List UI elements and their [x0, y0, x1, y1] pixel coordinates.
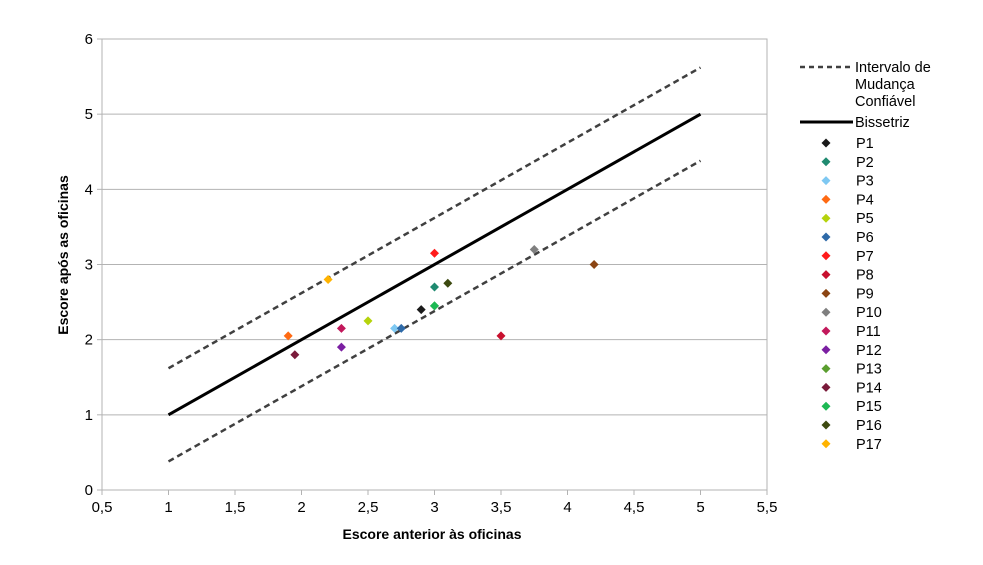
- x-tick-label: 2,5: [358, 499, 379, 516]
- confidence-interval-line: [167, 66, 702, 370]
- legend-label: Bissetriz: [855, 115, 910, 131]
- legend-marker-p14: [821, 382, 831, 392]
- data-point-p1: [416, 305, 426, 315]
- legend-label-p17: P17: [856, 437, 882, 453]
- legend-marker-p11: [821, 326, 831, 336]
- data-point-p17: [323, 275, 333, 285]
- legend-label-p16: P16: [856, 418, 882, 434]
- y-tick-label: 0: [85, 482, 93, 499]
- legend-label-p4: P4: [856, 192, 874, 208]
- data-point-p8: [496, 331, 506, 341]
- legend-marker-p7: [821, 251, 831, 261]
- legend-label: Confiável: [855, 94, 915, 110]
- data-point-p15: [430, 301, 439, 311]
- legend-label-p1: P1: [856, 136, 874, 152]
- legend-label-p7: P7: [856, 249, 874, 265]
- x-tick-label: 3: [430, 499, 438, 516]
- y-tick-label: 5: [85, 106, 93, 123]
- plot-frame: [101, 38, 768, 491]
- y-tick-label: 6: [85, 31, 93, 48]
- legend-label-p11: P11: [856, 324, 881, 340]
- data-point-p5: [363, 316, 373, 326]
- x-tick-label: 2: [297, 499, 305, 516]
- data-point-p7: [430, 248, 439, 258]
- legend-label-p3: P3: [856, 174, 874, 190]
- axes: [97, 38, 768, 495]
- legend-marker-p15: [821, 401, 831, 411]
- legend-marker-p1: [821, 138, 831, 148]
- data-point-p3: [390, 323, 400, 333]
- data-point-p11: [336, 323, 346, 333]
- legend-marker-p10: [821, 307, 831, 317]
- legend-label: Mudança: [855, 77, 916, 93]
- tick-labels: 0 1 2 3 4 5 6 0,5 1 1,5 2 2,5 3 3,5 4 4,5 5 5,5: [85, 31, 778, 516]
- legend-label-p5: P5: [856, 211, 874, 227]
- x-tick-label: 1,5: [225, 499, 246, 516]
- data-point-p9: [589, 260, 599, 269]
- data-point-p4: [283, 331, 293, 341]
- x-axis-title: Escore anterior às oficinas: [343, 526, 522, 542]
- reference-lines: [167, 66, 702, 463]
- y-tick-label: 1: [85, 407, 93, 424]
- y-axis-title: Escore após as oficinas: [55, 175, 71, 335]
- y-tick-label: 2: [85, 332, 93, 349]
- data-point-p14: [290, 350, 300, 360]
- legend-label-p13: P13: [856, 362, 882, 378]
- x-tick-label: 5: [696, 499, 704, 516]
- legend-label-p12: P12: [856, 343, 882, 359]
- legend-marker-p17: [821, 439, 831, 449]
- data-point-p16: [443, 278, 453, 288]
- x-tick-label: 5,5: [757, 499, 778, 516]
- x-tick-label: 4,5: [624, 499, 645, 516]
- legend-label-p2: P2: [856, 155, 874, 171]
- legend-marker-p16: [821, 420, 831, 430]
- legend-label-p6: P6: [856, 230, 874, 246]
- y-tick-label: 4: [85, 181, 93, 198]
- legend-marker-p3: [821, 176, 831, 186]
- x-tick-label: 3,5: [491, 499, 512, 516]
- x-tick-label: 0,5: [92, 499, 113, 516]
- data-point-p12: [336, 342, 346, 352]
- legend-label-p9: P9: [856, 286, 874, 302]
- legend-marker-p5: [821, 213, 831, 223]
- legend-label-p15: P15: [856, 399, 882, 415]
- legend-label-p14: P14: [856, 380, 882, 396]
- legend-marker-p9: [821, 288, 831, 298]
- legend-marker-p13: [821, 364, 831, 374]
- legend-marker-p8: [821, 270, 831, 280]
- legend-label: Intervalo de: [855, 60, 931, 76]
- x-tick-label: 4: [563, 499, 571, 516]
- legend-marker-p2: [821, 157, 831, 167]
- data-point-p10: [529, 244, 539, 254]
- data-points: [283, 244, 599, 360]
- y-tick-label: 3: [85, 257, 93, 274]
- x-tick-label: 1: [164, 499, 172, 516]
- grid-lines: [102, 38, 767, 416]
- legend-marker-p6: [821, 232, 831, 242]
- bisector-line: [167, 112, 702, 417]
- confidence-interval-line: [167, 159, 702, 463]
- data-point-p2: [430, 282, 439, 292]
- data-point-p6: [396, 323, 406, 333]
- legend-marker-p4: [821, 194, 831, 204]
- legend-marker-p12: [821, 345, 831, 355]
- legend-label-p10: P10: [856, 305, 882, 321]
- legend-label-p8: P8: [856, 268, 874, 284]
